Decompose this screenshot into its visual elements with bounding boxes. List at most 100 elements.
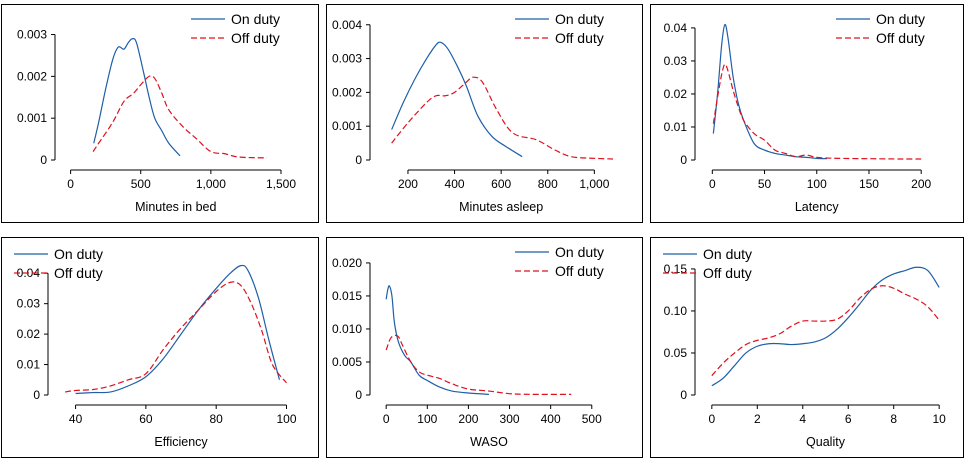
x-tick-label: 10 bbox=[932, 412, 946, 426]
off-duty-series-line bbox=[92, 75, 267, 159]
legend-label: Off duty bbox=[555, 263, 604, 279]
y-tick-label: 0 bbox=[680, 153, 687, 167]
legend-label: On duty bbox=[555, 244, 604, 260]
legend-label: Off duty bbox=[231, 30, 280, 46]
y-tick-label: 0.001 bbox=[332, 119, 362, 133]
on-duty-series-line bbox=[93, 37, 181, 157]
y-tick-label: 0.04 bbox=[664, 21, 688, 35]
y-tick-label: 0 bbox=[40, 153, 47, 167]
x-tick-label: 600 bbox=[491, 177, 511, 191]
x-tick-label: 6 bbox=[845, 412, 852, 426]
y-tick-label: 0.15 bbox=[664, 262, 688, 276]
on-duty-series-line bbox=[385, 285, 490, 395]
y-tick-label: 0 bbox=[680, 388, 687, 402]
legend-label: Off duty bbox=[703, 265, 752, 281]
chart-panel-3: 0 0.01 0.02 0.03 0.04 0 50 100 150 200 Latency On d… bbox=[650, 4, 964, 223]
x-tick-label: 1,500 bbox=[266, 177, 296, 191]
y-tick-label: 0.010 bbox=[332, 322, 362, 336]
chart-panel-5: 0 0.005 0.010 0.015 0.020 0 100 200 300 400 500 WAS… bbox=[326, 237, 643, 458]
chart-panel-4: 0 0.01 0.02 0.03 0.04 40 60 80 100 Efficiency On d… bbox=[1, 237, 319, 458]
legend: On duty Off duty bbox=[14, 246, 103, 281]
legend: On duty Off duty bbox=[836, 11, 925, 46]
x-tick-label: 100 bbox=[417, 412, 437, 426]
x-tick-label: 400 bbox=[541, 412, 561, 426]
y-tick-label: 0.002 bbox=[17, 69, 47, 83]
density-plot-5: 0 0.005 0.010 0.015 0.020 0 100 200 300 400 500 WAS… bbox=[332, 244, 604, 449]
y-tick-label: 0.02 bbox=[664, 87, 688, 101]
x-tick-label: 800 bbox=[538, 177, 558, 191]
y-tick-label: 0.015 bbox=[332, 289, 362, 303]
off-duty-series-line bbox=[64, 281, 287, 393]
on-duty-series-line bbox=[711, 266, 940, 387]
x-tick-label: 100 bbox=[807, 177, 827, 191]
chart-panel-6: 0 0.05 0.10 0.15 0 2 4 6 8 10 Quality On duty Off du… bbox=[650, 237, 964, 458]
off-duty-series-line bbox=[385, 334, 572, 395]
y-tick-label: 0 bbox=[355, 153, 362, 167]
x-tick-label: 1,000 bbox=[579, 177, 609, 191]
legend-label: Off duty bbox=[876, 30, 925, 46]
legend-label: On duty bbox=[703, 246, 752, 262]
x-tick-label: 100 bbox=[276, 412, 296, 426]
legend-label: On duty bbox=[231, 11, 280, 27]
x-tick-label: 150 bbox=[859, 177, 879, 191]
density-plot-1: 0 0.001 0.002 0.003 0 500 1,000 1,500 Minutes in… bbox=[17, 11, 296, 214]
x-axis-title: Efficiency bbox=[154, 435, 208, 449]
y-tick-label: 0.02 bbox=[17, 327, 41, 341]
x-tick-label: 0 bbox=[709, 177, 716, 191]
on-duty-series-line bbox=[75, 264, 281, 395]
x-tick-label: 400 bbox=[445, 177, 465, 191]
x-tick-label: 1,000 bbox=[196, 177, 226, 191]
legend-label: On duty bbox=[555, 11, 604, 27]
y-tick-label: 0.05 bbox=[664, 346, 688, 360]
x-tick-label: 200 bbox=[398, 177, 418, 191]
density-plot-6: 0 0.05 0.10 0.15 0 2 4 6 8 10 Quality On duty Off du… bbox=[663, 246, 946, 449]
y-tick-label: 0.003 bbox=[17, 28, 47, 42]
chart-panel-1: 0 0.001 0.002 0.003 0 500 1,000 1,500 Minutes in… bbox=[1, 4, 319, 223]
on-duty-series-line bbox=[391, 41, 523, 158]
y-tick-label: 0 bbox=[355, 388, 362, 402]
legend-label: Off duty bbox=[54, 265, 103, 281]
y-tick-label: 0.003 bbox=[332, 52, 362, 66]
x-axis-title: Minutes asleep bbox=[459, 200, 543, 214]
on-duty-series-line bbox=[712, 23, 828, 160]
off-duty-series-line bbox=[391, 76, 614, 160]
y-tick-label: 0.01 bbox=[664, 120, 688, 134]
x-tick-label: 8 bbox=[890, 412, 897, 426]
density-plot-3: 0 0.01 0.02 0.03 0.04 0 50 100 150 200 Latency On d… bbox=[664, 11, 932, 214]
chart-panel-2: 0 0.001 0.002 0.003 0.004 200 400 600 800 1,000 Mi… bbox=[326, 4, 643, 223]
legend: On duty Off duty bbox=[191, 11, 280, 46]
x-axis-title: Minutes in bed bbox=[135, 200, 216, 214]
x-axis-title: WASO bbox=[470, 435, 508, 449]
off-duty-series-line bbox=[712, 63, 922, 160]
legend-label: On duty bbox=[876, 11, 925, 27]
x-tick-label: 300 bbox=[500, 412, 520, 426]
y-tick-label: 0.10 bbox=[664, 304, 688, 318]
x-tick-label: 200 bbox=[911, 177, 931, 191]
x-tick-label: 2 bbox=[754, 412, 761, 426]
x-tick-label: 80 bbox=[210, 412, 224, 426]
legend: On duty Off duty bbox=[663, 246, 752, 281]
x-tick-label: 0 bbox=[708, 412, 715, 426]
x-tick-label: 40 bbox=[69, 412, 83, 426]
x-tick-label: 60 bbox=[139, 412, 153, 426]
x-tick-label: 0 bbox=[383, 412, 390, 426]
y-tick-label: 0 bbox=[33, 388, 40, 402]
legend: On duty Off duty bbox=[515, 244, 604, 279]
y-tick-label: 0.03 bbox=[17, 297, 41, 311]
y-tick-label: 0.03 bbox=[664, 54, 688, 68]
legend-label: Off duty bbox=[555, 30, 604, 46]
y-tick-label: 0.01 bbox=[17, 358, 41, 372]
x-tick-label: 500 bbox=[582, 412, 602, 426]
x-tick-label: 0 bbox=[67, 177, 74, 191]
x-tick-label: 200 bbox=[458, 412, 478, 426]
x-tick-label: 500 bbox=[131, 177, 151, 191]
y-tick-label: 0.001 bbox=[17, 111, 47, 125]
density-plot-2: 0 0.001 0.002 0.003 0.004 200 400 600 800 1,000 Mi… bbox=[332, 11, 614, 214]
y-tick-label: 0.020 bbox=[332, 256, 362, 270]
off-duty-series-line bbox=[711, 285, 940, 377]
x-tick-label: 4 bbox=[799, 412, 806, 426]
y-tick-label: 0.004 bbox=[332, 18, 362, 32]
y-tick-label: 0.005 bbox=[332, 355, 362, 369]
x-axis-title: Quality bbox=[806, 435, 846, 449]
